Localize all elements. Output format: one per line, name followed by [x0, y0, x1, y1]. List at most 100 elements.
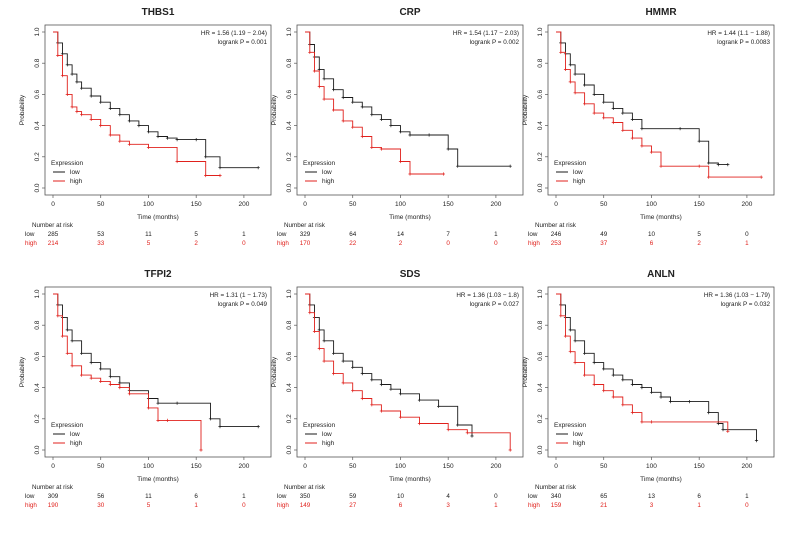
- legend-label-low: low: [573, 431, 583, 438]
- x-tick-label: 50: [600, 463, 608, 470]
- censor-mark: [611, 373, 615, 377]
- censor-mark: [218, 173, 222, 178]
- censor-mark: [317, 347, 321, 351]
- censor-mark: [649, 420, 654, 424]
- risk-row-label-high: high: [25, 502, 37, 509]
- y-tick-label: 0.4: [286, 383, 293, 392]
- censor-mark: [398, 159, 403, 164]
- risk-table-title: Number at risk: [32, 222, 74, 229]
- risk-count: 1: [242, 231, 246, 238]
- legend-title: Expression: [303, 422, 336, 429]
- legend-title: Expression: [554, 422, 587, 429]
- censor-mark: [146, 145, 151, 149]
- censor-mark: [630, 382, 634, 387]
- risk-count: 4: [446, 493, 450, 500]
- censor-mark: [99, 379, 103, 383]
- risk-count: 27: [349, 502, 357, 509]
- x-tick-label: 0: [51, 201, 55, 208]
- censor-mark: [563, 67, 568, 71]
- plot-frame: [296, 24, 524, 196]
- km-curve-high: [556, 293, 729, 432]
- risk-count: 11: [145, 231, 152, 238]
- censor-mark: [621, 128, 625, 132]
- legend-label-high: high: [70, 440, 83, 447]
- x-tick-label: 200: [238, 201, 249, 208]
- logrank-annotation: logrank P = 0.001: [218, 39, 268, 46]
- censor-mark: [470, 434, 474, 438]
- censor-mark: [640, 127, 644, 131]
- y-tick-label: 0.8: [34, 320, 41, 329]
- risk-count: 56: [97, 493, 105, 500]
- risk-count: 22: [349, 240, 357, 247]
- censor-mark: [659, 395, 663, 399]
- km-curve-high: [53, 31, 220, 176]
- censor-mark: [465, 431, 469, 435]
- censor-mark: [65, 351, 69, 355]
- x-tick-label: 0: [303, 463, 307, 470]
- y-tick-label: 0.6: [537, 352, 544, 361]
- y-tick-label: 1.0: [34, 289, 41, 298]
- censor-mark: [218, 425, 222, 429]
- risk-count: 33: [97, 240, 105, 247]
- risk-count: 7: [446, 231, 450, 238]
- plot-frame: [547, 286, 775, 458]
- censor-mark: [199, 448, 203, 452]
- censor-mark: [70, 72, 74, 76]
- y-tick-label: 0.0: [537, 445, 544, 454]
- y-axis-label: Probability: [19, 356, 26, 387]
- censor-mark: [437, 404, 441, 408]
- censor-mark: [351, 125, 355, 129]
- risk-table-title: Number at risk: [535, 222, 577, 229]
- x-axis-label: Time (months): [640, 476, 682, 483]
- legend-title: Expression: [303, 160, 336, 167]
- plot-frame: [547, 24, 775, 196]
- censor-mark: [118, 381, 122, 385]
- censor-mark: [322, 77, 326, 81]
- censor-mark: [630, 117, 634, 121]
- censor-mark: [602, 100, 606, 104]
- x-tick-label: 50: [349, 201, 357, 208]
- risk-count: 170: [300, 240, 311, 247]
- censor-mark: [156, 418, 160, 422]
- censor-mark: [80, 373, 84, 377]
- y-axis-label: Probability: [271, 94, 278, 125]
- censor-mark: [80, 86, 84, 90]
- censor-mark: [592, 92, 596, 96]
- risk-count: 329: [300, 231, 311, 238]
- panel-title: TFPI2: [144, 269, 172, 280]
- km-curve-low: [305, 293, 473, 436]
- censor-mark: [127, 392, 131, 396]
- censor-mark: [583, 102, 587, 106]
- risk-count: 1: [194, 502, 198, 509]
- legend-label-high: high: [573, 440, 586, 447]
- censor-mark: [204, 173, 208, 178]
- risk-table-title: Number at risk: [284, 222, 326, 229]
- y-tick-label: 0.6: [286, 352, 293, 361]
- x-tick-label: 50: [349, 463, 357, 470]
- censor-mark: [707, 411, 711, 415]
- risk-count: 0: [446, 240, 450, 247]
- x-tick-label: 100: [395, 201, 406, 208]
- risk-count: 1: [745, 240, 749, 247]
- y-tick-label: 0.4: [34, 383, 41, 392]
- censor-mark: [256, 425, 260, 429]
- censor-mark: [721, 428, 725, 432]
- censor-mark: [697, 164, 701, 168]
- censor-mark: [360, 396, 364, 401]
- x-tick-label: 100: [143, 463, 154, 470]
- risk-count: 1: [494, 231, 498, 238]
- x-tick-label: 150: [694, 201, 705, 208]
- censor-mark: [573, 72, 577, 76]
- plot-frame: [296, 286, 524, 458]
- legend-title: Expression: [51, 422, 84, 429]
- x-tick-label: 200: [490, 463, 501, 470]
- x-tick-label: 0: [303, 201, 307, 208]
- censor-mark: [351, 365, 355, 369]
- y-tick-label: 1.0: [537, 27, 544, 36]
- censor-mark: [108, 382, 112, 387]
- risk-row-label-low: low: [528, 493, 538, 500]
- y-tick-label: 0.2: [34, 414, 41, 423]
- risk-count: 6: [194, 493, 198, 500]
- censor-mark: [398, 415, 403, 419]
- censor-mark: [508, 164, 512, 168]
